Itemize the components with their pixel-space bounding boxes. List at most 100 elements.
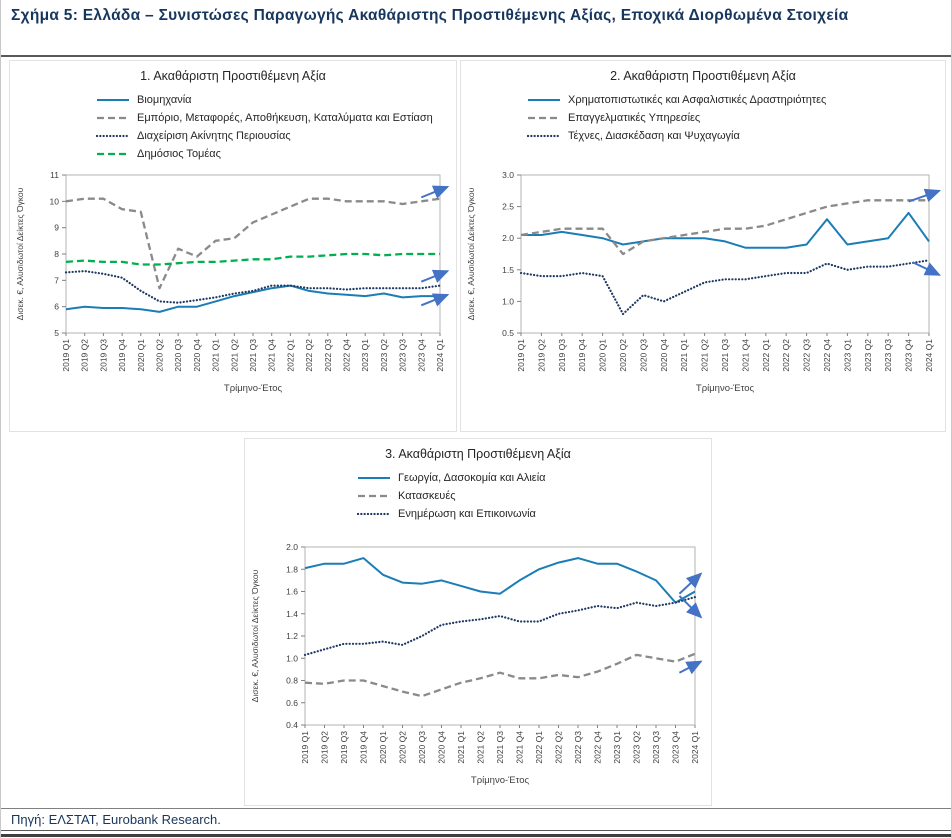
svg-text:2019 Q4: 2019 Q4 bbox=[577, 339, 587, 372]
legend-line-sample bbox=[357, 512, 391, 516]
legend-label: Εμπόριο, Μεταφορές, Αποθήκευση, Καταλύμα… bbox=[137, 112, 433, 124]
chart-title: 1. Ακαθάριστη Προστιθέμενη Αξία bbox=[140, 69, 326, 83]
svg-text:2022 Q2: 2022 Q2 bbox=[781, 339, 791, 372]
svg-text:2022 Q1: 2022 Q1 bbox=[285, 339, 295, 372]
svg-text:10: 10 bbox=[50, 196, 60, 206]
svg-text:2019 Q3: 2019 Q3 bbox=[339, 731, 349, 764]
svg-text:2019 Q1: 2019 Q1 bbox=[300, 731, 310, 764]
svg-text:2021 Q4: 2021 Q4 bbox=[515, 731, 525, 764]
svg-text:6: 6 bbox=[54, 302, 59, 312]
chart-panel-3: 3. Ακαθάριστη Προστιθέμενη Αξία Γεωργία, … bbox=[244, 438, 712, 806]
chart-title: 3. Ακαθάριστη Προστιθέμενη Αξία bbox=[385, 447, 571, 461]
legend-label: Τέχνες, Διασκέδαση και Ψυχαγωγία bbox=[568, 130, 740, 142]
svg-text:2020 Q4: 2020 Q4 bbox=[659, 339, 669, 372]
legend-item: Εμπόριο, Μεταφορές, Αποθήκευση, Καταλύμα… bbox=[96, 109, 456, 127]
svg-text:2022 Q2: 2022 Q2 bbox=[554, 731, 564, 764]
chart-title: 2. Ακαθάριστη Προστιθέμενη Αξία bbox=[610, 69, 796, 83]
svg-text:2021 Q1: 2021 Q1 bbox=[456, 731, 466, 764]
trend-arrow-icon bbox=[908, 188, 942, 203]
svg-text:7: 7 bbox=[54, 275, 59, 285]
svg-text:0.6: 0.6 bbox=[286, 698, 298, 708]
svg-text:2019 Q1: 2019 Q1 bbox=[516, 339, 526, 372]
svg-text:2020 Q3: 2020 Q3 bbox=[417, 731, 427, 764]
legend-label: Διαχείριση Ακίνητης Περιουσίας bbox=[137, 130, 291, 142]
legend-label: Επαγγελματικές Υπηρεσίες bbox=[568, 112, 701, 124]
svg-text:2022 Q4: 2022 Q4 bbox=[342, 339, 352, 372]
legend-item: Κατασκευές bbox=[357, 487, 711, 505]
trend-arrow-icon bbox=[912, 261, 942, 276]
svg-text:2019 Q2: 2019 Q2 bbox=[320, 731, 330, 764]
svg-text:0.8: 0.8 bbox=[286, 676, 298, 686]
svg-text:2024 Q1: 2024 Q1 bbox=[435, 339, 445, 372]
bottom-divider-thick bbox=[1, 834, 951, 837]
chart-legend: Βιομηχανία Εμπόριο, Μεταφορές, Αποθήκευση… bbox=[96, 91, 456, 163]
bottom-divider-thin bbox=[1, 830, 951, 831]
svg-text:2019 Q2: 2019 Q2 bbox=[536, 339, 546, 372]
svg-text:2021 Q1: 2021 Q1 bbox=[211, 339, 221, 372]
svg-text:2022 Q3: 2022 Q3 bbox=[573, 731, 583, 764]
svg-text:0.4: 0.4 bbox=[286, 720, 298, 730]
svg-text:2019 Q1: 2019 Q1 bbox=[61, 339, 71, 372]
svg-text:2023 Q2: 2023 Q2 bbox=[863, 339, 873, 372]
svg-text:1.5: 1.5 bbox=[502, 265, 514, 275]
footer-divider bbox=[1, 808, 951, 809]
svg-text:2021 Q2: 2021 Q2 bbox=[476, 731, 486, 764]
trend-arrow-icon bbox=[420, 185, 450, 199]
svg-text:2022 Q3: 2022 Q3 bbox=[323, 339, 333, 372]
svg-text:2019 Q2: 2019 Q2 bbox=[80, 339, 90, 372]
legend-label: Κατασκευές bbox=[398, 490, 456, 502]
legend-line-sample bbox=[96, 134, 130, 138]
legend-item: Χρηματοπιστωτικές και Ασφαλιστικές Δραστ… bbox=[527, 91, 945, 109]
svg-text:11: 11 bbox=[50, 170, 59, 180]
svg-text:2021 Q3: 2021 Q3 bbox=[720, 339, 730, 372]
svg-text:1.4: 1.4 bbox=[286, 609, 298, 619]
svg-text:2022 Q4: 2022 Q4 bbox=[593, 731, 603, 764]
legend-label: Βιομηχανία bbox=[137, 94, 192, 106]
chart-legend: Γεωργία, Δασοκομία και Αλιεία Κατασκευές Ε… bbox=[357, 469, 711, 523]
svg-text:2020 Q4: 2020 Q4 bbox=[192, 339, 202, 372]
figure-title: Σχήμα 5: Ελλάδα – Συνιστώσες Παραγωγής Α… bbox=[11, 7, 849, 24]
legend-line-sample bbox=[527, 134, 561, 138]
chart-panel-1: 1. Ακαθάριστη Προστιθέμενη Αξία Βιομηχανί… bbox=[9, 60, 457, 432]
svg-text:1.2: 1.2 bbox=[286, 631, 298, 641]
trend-arrow-icon bbox=[678, 595, 703, 619]
svg-text:2021 Q2: 2021 Q2 bbox=[229, 339, 239, 372]
svg-text:2020 Q2: 2020 Q2 bbox=[618, 339, 628, 372]
svg-text:2023 Q4: 2023 Q4 bbox=[904, 339, 914, 372]
svg-text:2019 Q4: 2019 Q4 bbox=[359, 731, 369, 764]
svg-text:2020 Q3: 2020 Q3 bbox=[638, 339, 648, 372]
legend-item: Βιομηχανία bbox=[96, 91, 456, 109]
svg-text:2019 Q3: 2019 Q3 bbox=[557, 339, 567, 372]
chart-legend: Χρηματοπιστωτικές και Ασφαλιστικές Δραστ… bbox=[527, 91, 945, 145]
svg-text:2.0: 2.0 bbox=[286, 542, 298, 552]
svg-text:2022 Q1: 2022 Q1 bbox=[761, 339, 771, 372]
svg-text:2021 Q4: 2021 Q4 bbox=[267, 339, 277, 372]
svg-text:2023 Q3: 2023 Q3 bbox=[398, 339, 408, 372]
trend-arrow-icon bbox=[420, 269, 450, 283]
svg-text:2.5: 2.5 bbox=[502, 202, 514, 212]
legend-line-sample bbox=[528, 99, 560, 101]
svg-text:2023 Q1: 2023 Q1 bbox=[360, 339, 370, 372]
svg-text:2020 Q1: 2020 Q1 bbox=[598, 339, 608, 372]
chart-plot: 0.4 0.6 0.8 1.0 1.2 1.4 1.6 1.8 2.0 2019 Q1 2019 Q… bbox=[250, 542, 703, 786]
svg-text:Δισεκ. €, Αλυσιδωτοί Δείκτες Ό: Δισεκ. €, Αλυσιδωτοί Δείκτες Όγκου bbox=[250, 569, 260, 702]
svg-text:2020 Q1: 2020 Q1 bbox=[378, 731, 388, 764]
legend-item: Επαγγελματικές Υπηρεσίες bbox=[527, 109, 945, 127]
svg-text:5: 5 bbox=[54, 328, 59, 338]
svg-text:2020 Q1: 2020 Q1 bbox=[136, 339, 146, 372]
svg-text:2024 Q1: 2024 Q1 bbox=[690, 731, 700, 764]
svg-text:1.8: 1.8 bbox=[286, 564, 298, 574]
svg-text:Δισεκ. €, Αλυσιδωτοί Δείκτες Ό: Δισεκ. €, Αλυσιδωτοί Δείκτες Όγκου bbox=[15, 187, 25, 320]
svg-text:2023 Q1: 2023 Q1 bbox=[842, 339, 852, 372]
svg-text:3.0: 3.0 bbox=[502, 170, 514, 180]
svg-text:2021 Q3: 2021 Q3 bbox=[495, 731, 505, 764]
svg-text:2021 Q1: 2021 Q1 bbox=[679, 339, 689, 372]
svg-text:Τρίμηνο-Έτος: Τρίμηνο-Έτος bbox=[696, 383, 755, 394]
svg-text:Τρίμηνο-Έτος: Τρίμηνο-Έτος bbox=[224, 383, 283, 394]
chart-plot: 0.5 1.0 1.5 2.0 2.5 3.0 2019 Q1 2019 Q2 2019 Q3 2… bbox=[466, 170, 942, 394]
svg-text:2021 Q2: 2021 Q2 bbox=[700, 339, 710, 372]
trend-arrow-icon bbox=[678, 660, 703, 675]
chart-panel-2: 2. Ακαθάριστη Προστιθέμενη Αξία Χρηματοπι… bbox=[460, 60, 946, 432]
legend-line-sample bbox=[97, 152, 129, 156]
